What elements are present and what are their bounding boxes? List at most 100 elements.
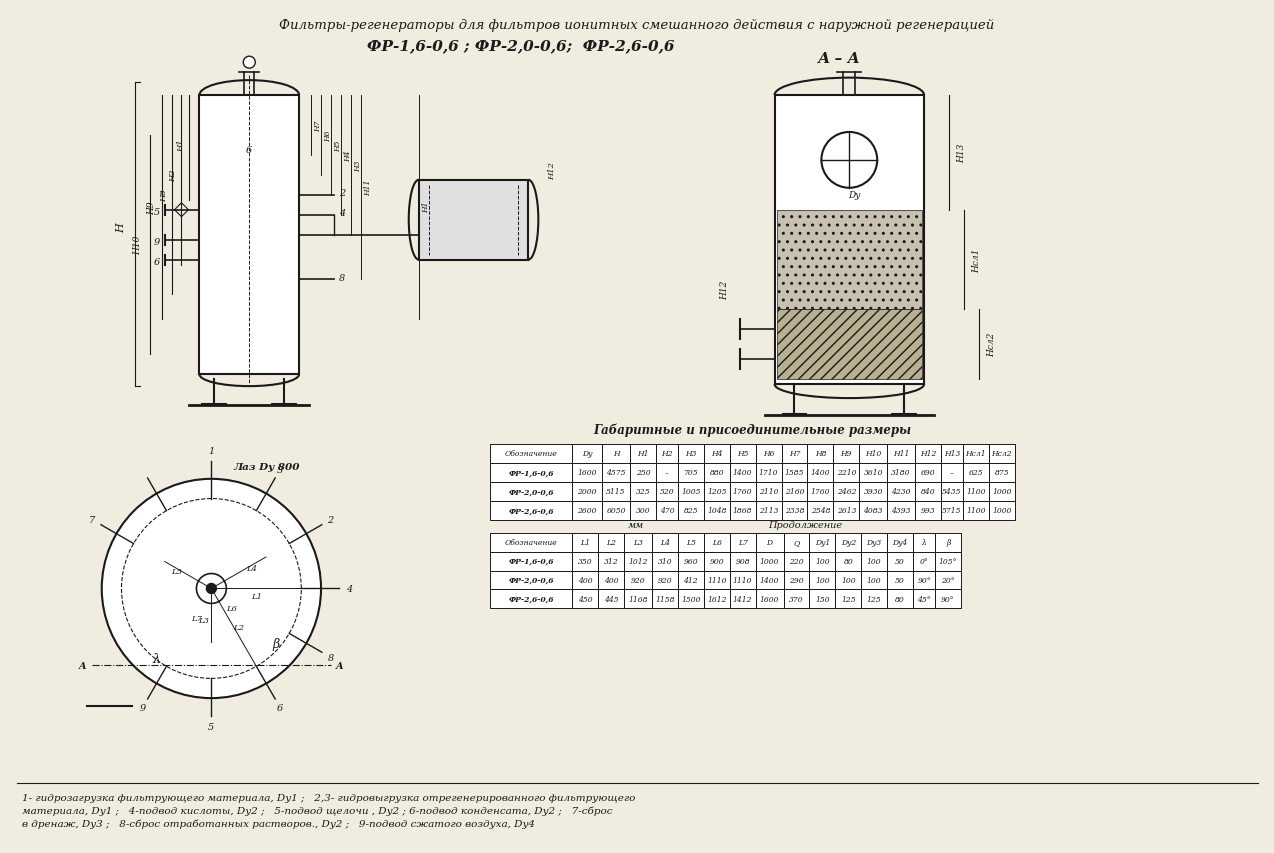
Bar [631, 482, 656, 502]
Text: 705: 705 [684, 469, 698, 477]
Bar [703, 589, 730, 609]
Text: H1: H1 [422, 201, 429, 213]
Text: A: A [336, 661, 344, 670]
Bar [730, 463, 755, 482]
Bar [784, 552, 809, 571]
Bar [859, 502, 887, 520]
Text: А – А: А – А [818, 52, 861, 67]
Text: H6: H6 [763, 450, 775, 458]
Text: 1110: 1110 [707, 577, 726, 584]
Bar [861, 552, 887, 571]
Text: H1: H1 [637, 450, 648, 458]
Text: H12: H12 [548, 162, 557, 180]
Text: λ: λ [921, 538, 926, 547]
Text: 100: 100 [866, 577, 882, 584]
Text: 80: 80 [843, 557, 854, 566]
Circle shape [822, 133, 878, 189]
Text: H4: H4 [711, 450, 722, 458]
Bar [963, 463, 989, 482]
Bar [572, 571, 598, 589]
Text: λ: λ [153, 652, 161, 665]
Text: H2: H2 [169, 169, 177, 182]
Text: L6: L6 [712, 538, 722, 547]
Text: 4575: 4575 [606, 469, 626, 477]
Bar [755, 571, 784, 589]
Bar [603, 463, 631, 482]
Bar [572, 589, 598, 609]
Bar [656, 444, 678, 463]
Text: 1100: 1100 [966, 507, 986, 514]
Bar [784, 533, 809, 552]
Text: H4: H4 [344, 150, 352, 161]
Bar [935, 533, 961, 552]
Text: 445: 445 [604, 595, 618, 603]
Text: H8: H8 [161, 189, 168, 202]
Bar [656, 502, 678, 520]
Bar [887, 571, 913, 589]
Text: 9: 9 [139, 703, 145, 712]
Bar [915, 482, 941, 502]
Text: H1: H1 [177, 139, 186, 152]
Text: H6: H6 [324, 130, 333, 142]
Text: Dy2: Dy2 [841, 538, 856, 547]
Text: 1110: 1110 [733, 577, 753, 584]
Text: 6: 6 [246, 146, 252, 155]
Text: L2: L2 [233, 624, 245, 632]
Bar [678, 589, 703, 609]
Text: Фильтры-регенераторы для фильтров ионитных смешанного действия с наружной регене: Фильтры-регенераторы для фильтров ионитн… [279, 20, 995, 32]
Bar [941, 502, 963, 520]
Bar [624, 552, 652, 571]
Text: 4: 4 [345, 584, 352, 594]
Bar [755, 502, 781, 520]
Text: H3: H3 [354, 160, 362, 171]
Text: 3610: 3610 [864, 469, 883, 477]
Text: 312: 312 [604, 557, 618, 566]
Text: Обозначение: Обозначение [505, 538, 558, 547]
Text: 125: 125 [841, 595, 856, 603]
Bar [963, 482, 989, 502]
Text: 2: 2 [339, 189, 345, 198]
Bar [678, 502, 703, 520]
Text: 2462: 2462 [837, 488, 856, 496]
Text: H: H [613, 450, 619, 458]
Bar [859, 463, 887, 482]
Bar [861, 533, 887, 552]
Bar [913, 571, 935, 589]
Circle shape [206, 583, 217, 594]
Text: 5: 5 [153, 208, 159, 217]
Text: H7: H7 [315, 120, 322, 131]
Text: 5435: 5435 [943, 488, 962, 496]
Bar [652, 533, 678, 552]
Text: –: – [665, 469, 669, 477]
Bar [859, 444, 887, 463]
Bar [836, 533, 861, 552]
Text: L7: L7 [191, 615, 203, 623]
Text: 5115: 5115 [606, 488, 626, 496]
Text: 1: 1 [208, 447, 214, 456]
Text: 840: 840 [921, 488, 935, 496]
Text: 2113: 2113 [759, 507, 778, 514]
Bar [775, 96, 924, 385]
Bar [989, 482, 1015, 502]
Text: 350: 350 [578, 557, 592, 566]
Text: мм: мм [628, 520, 645, 530]
Bar [703, 552, 730, 571]
Text: 1000: 1000 [759, 557, 780, 566]
Bar [915, 463, 941, 482]
Bar [887, 552, 913, 571]
Bar [836, 552, 861, 571]
Bar [989, 444, 1015, 463]
Bar [490, 502, 572, 520]
Text: 3930: 3930 [864, 488, 883, 496]
Bar [703, 571, 730, 589]
Bar [861, 589, 887, 609]
Text: Dy3: Dy3 [866, 538, 882, 547]
Bar [989, 463, 1015, 482]
Bar [755, 533, 784, 552]
Bar [887, 463, 915, 482]
Bar [678, 533, 703, 552]
Text: 150: 150 [815, 595, 829, 603]
Text: 1760: 1760 [810, 488, 831, 496]
Text: ФР-2,6-0,6: ФР-2,6-0,6 [508, 507, 554, 514]
Bar [887, 444, 915, 463]
